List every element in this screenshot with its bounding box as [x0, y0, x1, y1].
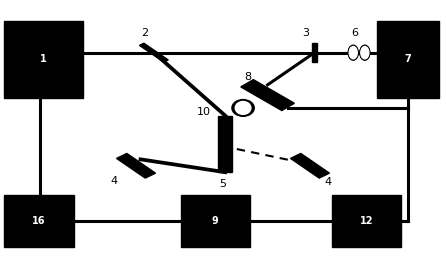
Bar	[181, 195, 250, 247]
Text: 6: 6	[351, 29, 358, 38]
Text: 2: 2	[141, 29, 149, 38]
Text: 4: 4	[324, 178, 331, 187]
Text: 9: 9	[212, 216, 219, 226]
Polygon shape	[290, 153, 330, 178]
Ellipse shape	[235, 102, 251, 114]
Ellipse shape	[349, 47, 357, 59]
Ellipse shape	[348, 46, 358, 60]
Text: 12: 12	[360, 216, 374, 226]
Bar	[377, 21, 439, 98]
Bar	[218, 116, 232, 172]
Ellipse shape	[360, 45, 370, 60]
Text: 1: 1	[40, 54, 47, 64]
Bar	[332, 195, 401, 247]
Ellipse shape	[360, 46, 370, 60]
Text: 8: 8	[244, 72, 251, 82]
Polygon shape	[241, 80, 294, 111]
Polygon shape	[140, 43, 168, 62]
Ellipse shape	[348, 45, 358, 60]
Polygon shape	[311, 43, 317, 62]
Text: 5: 5	[219, 179, 227, 189]
Polygon shape	[116, 153, 156, 178]
Text: 3: 3	[302, 29, 309, 38]
Text: 4: 4	[110, 176, 117, 186]
Text: 16: 16	[32, 216, 46, 226]
Ellipse shape	[232, 100, 254, 116]
Text: 10: 10	[197, 107, 211, 117]
Bar	[4, 195, 74, 247]
Text: 7: 7	[405, 54, 412, 64]
Ellipse shape	[361, 47, 369, 59]
Bar	[4, 21, 83, 98]
